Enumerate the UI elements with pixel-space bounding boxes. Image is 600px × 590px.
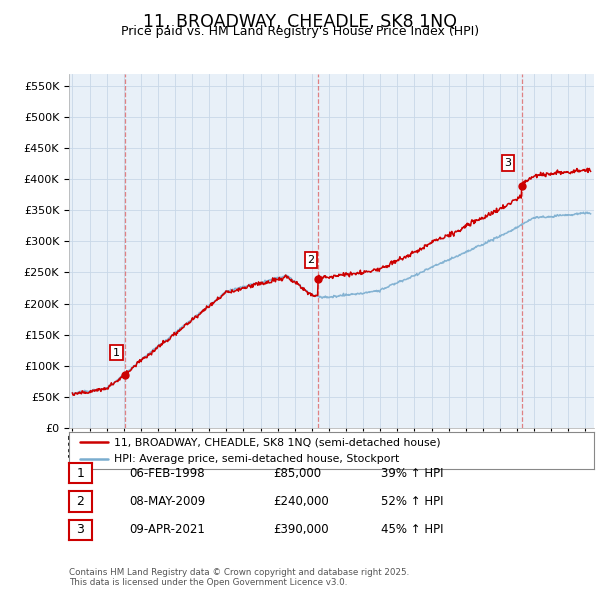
Text: 52% ↑ HPI: 52% ↑ HPI <box>381 495 443 508</box>
Text: £85,000: £85,000 <box>273 467 321 480</box>
Text: Price paid vs. HM Land Registry's House Price Index (HPI): Price paid vs. HM Land Registry's House … <box>121 25 479 38</box>
Text: 1: 1 <box>76 467 85 480</box>
Text: 06-FEB-1998: 06-FEB-1998 <box>129 467 205 480</box>
Text: 45% ↑ HPI: 45% ↑ HPI <box>381 523 443 536</box>
Text: 2: 2 <box>307 255 314 265</box>
Text: 2: 2 <box>76 495 85 508</box>
Text: 39% ↑ HPI: 39% ↑ HPI <box>381 467 443 480</box>
Text: 3: 3 <box>505 158 511 168</box>
Text: 1: 1 <box>113 348 120 358</box>
Text: Contains HM Land Registry data © Crown copyright and database right 2025.
This d: Contains HM Land Registry data © Crown c… <box>69 568 409 587</box>
Text: 11, BROADWAY, CHEADLE, SK8 1NQ: 11, BROADWAY, CHEADLE, SK8 1NQ <box>143 13 457 31</box>
Text: 3: 3 <box>76 523 85 536</box>
Text: £390,000: £390,000 <box>273 523 329 536</box>
Text: 11, BROADWAY, CHEADLE, SK8 1NQ (semi-detached house): 11, BROADWAY, CHEADLE, SK8 1NQ (semi-det… <box>113 437 440 447</box>
Text: HPI: Average price, semi-detached house, Stockport: HPI: Average price, semi-detached house,… <box>113 454 399 464</box>
Text: 08-MAY-2009: 08-MAY-2009 <box>129 495 205 508</box>
Text: 09-APR-2021: 09-APR-2021 <box>129 523 205 536</box>
Text: £240,000: £240,000 <box>273 495 329 508</box>
